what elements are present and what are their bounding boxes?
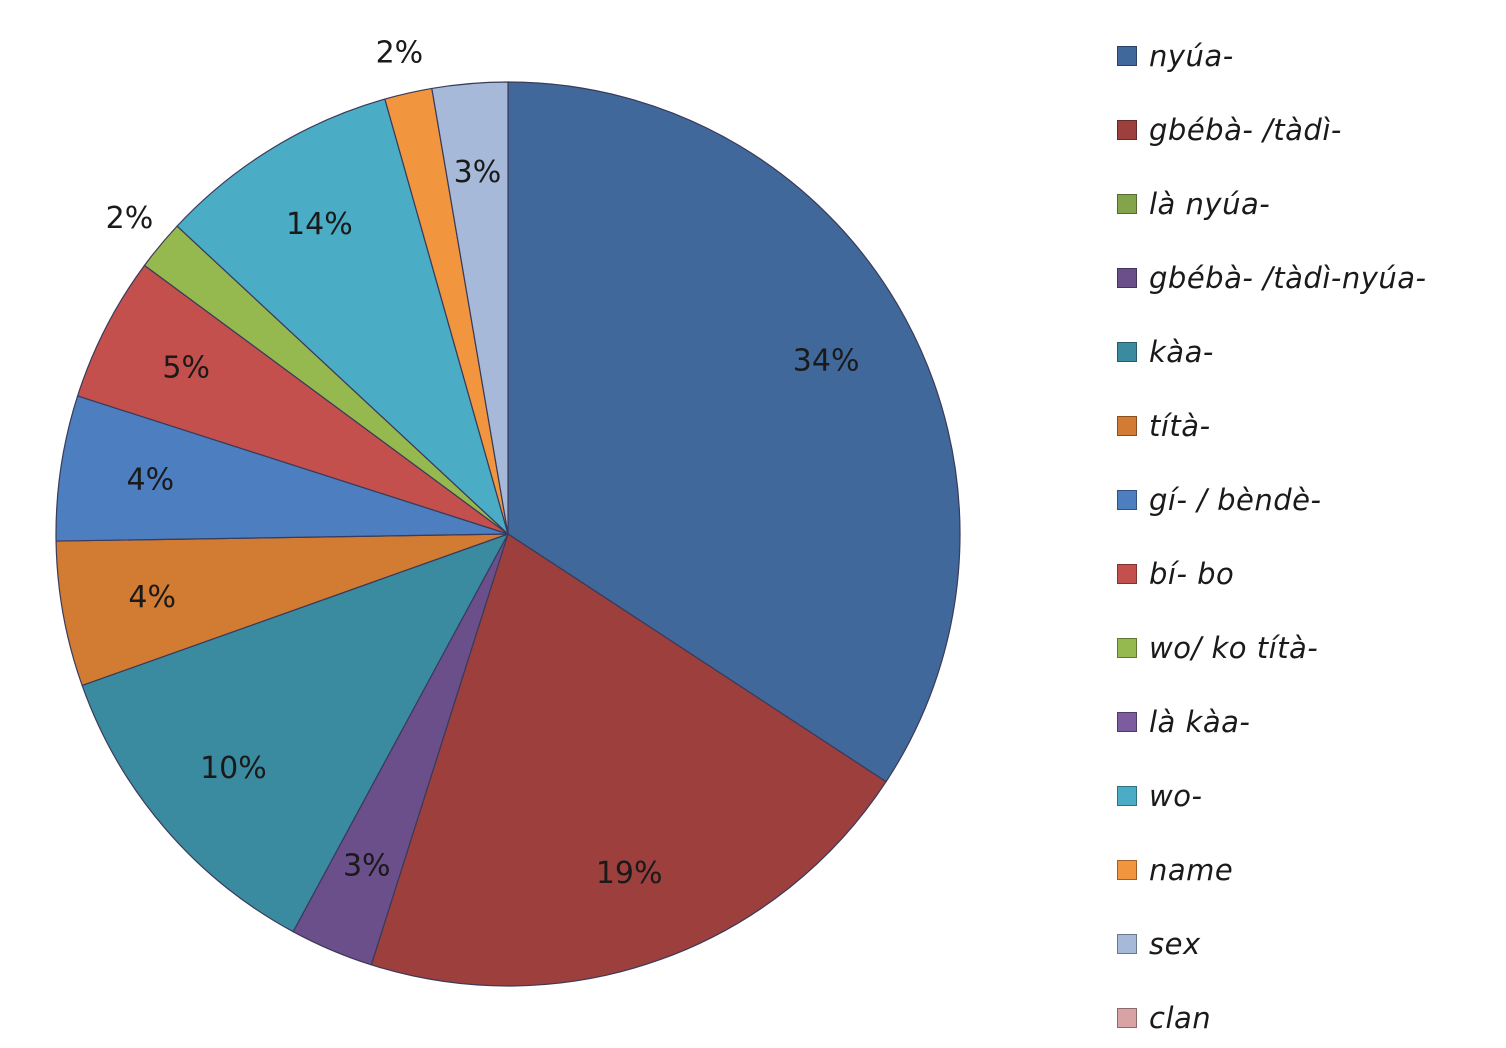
legend-item: là kàa- — [1117, 704, 1250, 740]
legend-label: kàa- — [1149, 335, 1214, 369]
legend-swatch — [1117, 342, 1137, 362]
pie-slice-tita — [55, 533, 509, 687]
legend-label: bí- bo — [1149, 557, 1235, 591]
legend-label: name — [1149, 853, 1234, 887]
chart-legend: nyúa-gbébà- /tàdì-là nyúa-gbébà- /tàdì-n… — [1117, 38, 1502, 1038]
pie-slice-label: 3% — [454, 155, 502, 190]
legend-swatch — [1117, 638, 1137, 658]
legend-label: gbébà- /tàdì-nyúa- — [1149, 261, 1427, 295]
pie-slice-label: 2% — [376, 36, 424, 71]
pie-slice-label: 34% — [793, 344, 860, 379]
legend-label: là kàa- — [1149, 705, 1251, 739]
pie-slice-label: 5% — [162, 351, 210, 386]
legend-item: name — [1117, 852, 1233, 888]
pie-slices — [55, 81, 961, 987]
pie-slice-gbeba-tadi — [370, 533, 887, 987]
legend-swatch — [1117, 934, 1137, 954]
legend-swatch — [1117, 120, 1137, 140]
legend-item: títà- — [1117, 408, 1211, 444]
legend-item: clan — [1117, 1000, 1211, 1036]
legend-swatch — [1117, 416, 1137, 436]
legend-label: wo/ ko títà- — [1149, 631, 1319, 665]
legend-swatch — [1117, 564, 1137, 584]
legend-swatch — [1117, 786, 1137, 806]
legend-label: gí- / bèndè- — [1149, 483, 1322, 517]
pie-labels: 34% 19% 3% 10% 4% 4% 5% 2% 14% 2% 3% — [106, 36, 860, 892]
legend-item: bí- bo — [1117, 556, 1234, 592]
legend-label: sex — [1149, 927, 1201, 961]
pie-slice-bi-bo — [77, 264, 509, 535]
legend-item: gbébà- /tàdì- — [1117, 112, 1342, 148]
legend-item: nyúa- — [1117, 38, 1234, 74]
legend-label: là nyúa- — [1149, 187, 1271, 221]
pie-slice-label: 4% — [127, 462, 175, 497]
pie-slice-gi-bende — [55, 395, 509, 542]
legend-label: clan — [1149, 1001, 1212, 1035]
pie-slice-label: 2% — [106, 201, 154, 236]
legend-swatch — [1117, 194, 1137, 214]
legend-swatch — [1117, 490, 1137, 510]
pie-slice-label: 4% — [128, 580, 176, 615]
pie-slice-wo — [176, 98, 509, 535]
pie-slice-label: 10% — [200, 751, 267, 786]
pie-slice-label: 14% — [286, 207, 353, 242]
legend-item: wo/ ko títà- — [1117, 630, 1318, 666]
legend-swatch — [1117, 712, 1137, 732]
pie-slice-label: 3% — [343, 848, 391, 883]
legend-item: kàa- — [1117, 334, 1214, 370]
pie-slice-label: 19% — [596, 856, 663, 891]
legend-label: títà- — [1149, 409, 1211, 443]
legend-label: nyúa- — [1149, 39, 1234, 73]
legend-swatch — [1117, 268, 1137, 288]
pie-slice-nyua — [507, 81, 961, 783]
pie-slice-sex — [431, 81, 509, 535]
legend-swatch — [1117, 1008, 1137, 1028]
legend-item: wo- — [1117, 778, 1202, 814]
legend-item: sex — [1117, 926, 1201, 962]
legend-swatch — [1117, 860, 1137, 880]
legend-item: là nyúa- — [1117, 186, 1270, 222]
legend-label: wo- — [1149, 779, 1203, 813]
legend-item: gbébà- /tàdì-nyúa- — [1117, 260, 1427, 296]
pie-slice-kaa — [81, 533, 509, 933]
legend-item: gí- / bèndè- — [1117, 482, 1321, 518]
legend-label: gbébà- /tàdì- — [1149, 113, 1342, 147]
legend-swatch — [1117, 46, 1137, 66]
